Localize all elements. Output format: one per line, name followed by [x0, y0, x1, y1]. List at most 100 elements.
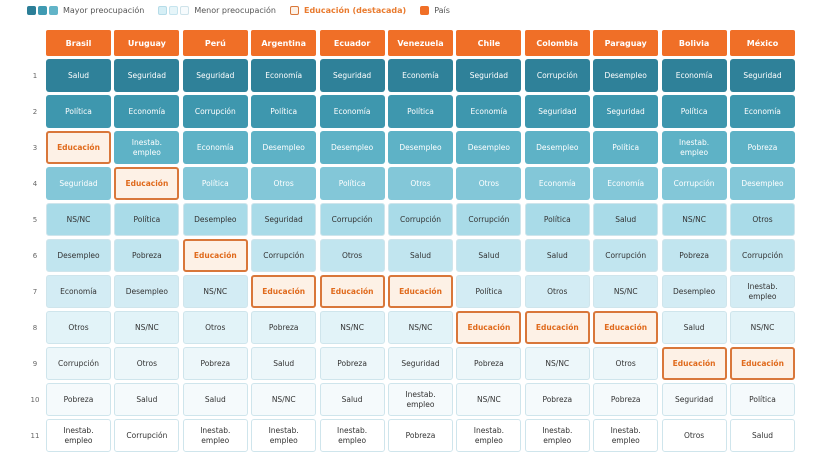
rank-cell-ecuador-8: NS/NC [319, 311, 385, 344]
legend-swatch-light-3 [180, 5, 190, 15]
rank-cell-peru-1: Seguridad [182, 59, 248, 92]
rank-cell-brasil-9: Corrupción [46, 347, 111, 380]
rank-cell-paraguay-11: Inestab. empleo [593, 419, 659, 452]
rank-cell-bolivia-1: Economía [661, 59, 727, 92]
rank-cell-bolivia-6: Pobreza [661, 239, 727, 272]
legend-swatch-light-2 [169, 5, 179, 15]
legend-low-label: Menor preocupación [194, 5, 276, 15]
rank-cell-colombia-2: Seguridad [524, 95, 590, 128]
rank-cell-ecuador-3: Desempleo [319, 131, 385, 164]
rank-cell-venezuela-6: Salud [388, 239, 453, 272]
rank-cell-colombia-6: Salud [524, 239, 590, 272]
rank-cell-ecuador-6: Otros [319, 239, 385, 272]
rank-label-1: 1 [32, 71, 38, 80]
legend-highlight-label: Educación (destacada) [303, 5, 407, 15]
rank-cell-paraguay-7: NS/NC [593, 275, 659, 308]
rank-cell-colombia-10: Pobreza [524, 383, 590, 416]
rank-cell-paraguay-8: Educación [593, 311, 659, 344]
rank-cell-bolivia-11: Otros [661, 419, 727, 452]
rank-cell-paraguay-1: Desempleo [593, 59, 659, 92]
legend-swatch-dark-3 [49, 5, 58, 15]
legend-swatch-highlight [289, 5, 299, 15]
rank-cell-venezuela-4: Otros [388, 167, 453, 200]
rank-cell-colombia-11: Inestab. empleo [524, 419, 590, 452]
rank-cell-argentina-3: Desempleo [251, 131, 317, 164]
country-header-venezuela: Venezuela [388, 30, 453, 56]
rank-label-8: 8 [32, 323, 38, 332]
rank-cell-uruguay-2: Economía [114, 95, 180, 128]
rank-cell-paraguay-2: Seguridad [593, 95, 659, 128]
rank-cell-venezuela-9: Seguridad [388, 347, 453, 380]
rank-cell-mexico-6: Corrupción [730, 239, 795, 272]
rank-cell-bolivia-10: Seguridad [661, 383, 727, 416]
rank-cell-peru-8: Otros [182, 311, 248, 344]
rank-cell-colombia-4: Economía [524, 167, 590, 200]
rank-cell-peru-6: Educación [182, 239, 248, 272]
rank-cell-mexico-3: Pobreza [730, 131, 795, 164]
rank-cell-bolivia-5: NS/NC [661, 203, 727, 236]
rank-cell-paraguay-3: Política [593, 131, 659, 164]
rank-cell-uruguay-8: NS/NC [114, 311, 180, 344]
country-header-bolivia: Bolivia [661, 30, 727, 56]
rank-label-2: 2 [32, 107, 38, 116]
rank-cell-colombia-8: Educación [524, 311, 590, 344]
rank-cell-ecuador-5: Corrupción [319, 203, 385, 236]
rank-label-7: 7 [32, 287, 38, 296]
rank-cell-venezuela-10: Inestab. empleo [388, 383, 453, 416]
rank-cell-bolivia-9: Educación [661, 347, 727, 380]
rank-cell-argentina-10: NS/NC [251, 383, 317, 416]
rank-cell-uruguay-5: Política [114, 203, 180, 236]
rank-cell-brasil-7: Economía [46, 275, 111, 308]
rank-cell-uruguay-7: Desempleo [114, 275, 180, 308]
rank-label-11: 11 [30, 431, 40, 440]
rank-cell-venezuela-11: Pobreza [388, 419, 453, 452]
rank-label-9: 9 [32, 359, 38, 368]
legend-low-concern: Menor preocupación [158, 5, 276, 15]
rank-cell-ecuador-4: Política [319, 167, 385, 200]
rank-cell-bolivia-8: Salud [661, 311, 727, 344]
rank-cell-peru-7: NS/NC [182, 275, 248, 308]
rank-cell-colombia-5: Política [524, 203, 590, 236]
rank-cell-mexico-8: NS/NC [730, 311, 795, 344]
rank-cell-argentina-9: Salud [251, 347, 317, 380]
rank-cell-venezuela-2: Política [388, 95, 453, 128]
rank-cell-chile-11: Inestab. empleo [456, 419, 522, 452]
rank-cell-venezuela-7: Educación [388, 275, 453, 308]
rank-cell-chile-3: Desempleo [456, 131, 522, 164]
rank-label-4: 4 [32, 179, 38, 188]
rank-cell-mexico-9: Educación [730, 347, 795, 380]
rank-label-5: 5 [32, 215, 38, 224]
rank-cell-uruguay-4: Educación [114, 167, 180, 200]
rank-cell-brasil-1: Salud [46, 59, 111, 92]
rank-cell-peru-11: Inestab. empleo [182, 419, 248, 452]
rank-cell-venezuela-1: Economía [388, 59, 453, 92]
legend-swatch-dark-2 [38, 5, 47, 15]
rank-cell-argentina-8: Pobreza [251, 311, 317, 344]
rank-cell-mexico-7: Inestab. empleo [730, 275, 795, 308]
country-header-peru: Perú [182, 30, 248, 56]
rank-cell-argentina-2: Política [251, 95, 317, 128]
rank-cell-ecuador-1: Seguridad [319, 59, 385, 92]
rank-cell-argentina-6: Corrupción [251, 239, 317, 272]
rank-cell-venezuela-8: NS/NC [388, 311, 453, 344]
rank-cell-chile-5: Corrupción [456, 203, 522, 236]
rank-cell-chile-4: Otros [456, 167, 522, 200]
rank-cell-brasil-4: Seguridad [46, 167, 111, 200]
rank-label-10: 10 [30, 395, 40, 404]
rank-cell-argentina-11: Inestab. empleo [251, 419, 317, 452]
rank-cell-bolivia-3: Inestab. empleo [661, 131, 727, 164]
rank-cell-mexico-5: Otros [730, 203, 795, 236]
rank-cell-brasil-3: Educación [46, 131, 111, 164]
legend-swatch-light-1 [158, 5, 168, 15]
rank-cell-ecuador-2: Economía [319, 95, 385, 128]
rank-label-6: 6 [32, 251, 38, 260]
legend: Mayor preocupación Menor preocupación Ed… [27, 3, 464, 17]
rank-label-3: 3 [32, 143, 38, 152]
rank-cell-brasil-2: Política [46, 95, 111, 128]
rank-cell-colombia-3: Desempleo [524, 131, 590, 164]
legend-swatch-dark-1 [27, 5, 36, 15]
rank-cell-mexico-4: Desempleo [730, 167, 795, 200]
rank-cell-argentina-5: Seguridad [251, 203, 317, 236]
rank-cell-bolivia-4: Corrupción [661, 167, 727, 200]
country-header-ecuador: Ecuador [319, 30, 385, 56]
